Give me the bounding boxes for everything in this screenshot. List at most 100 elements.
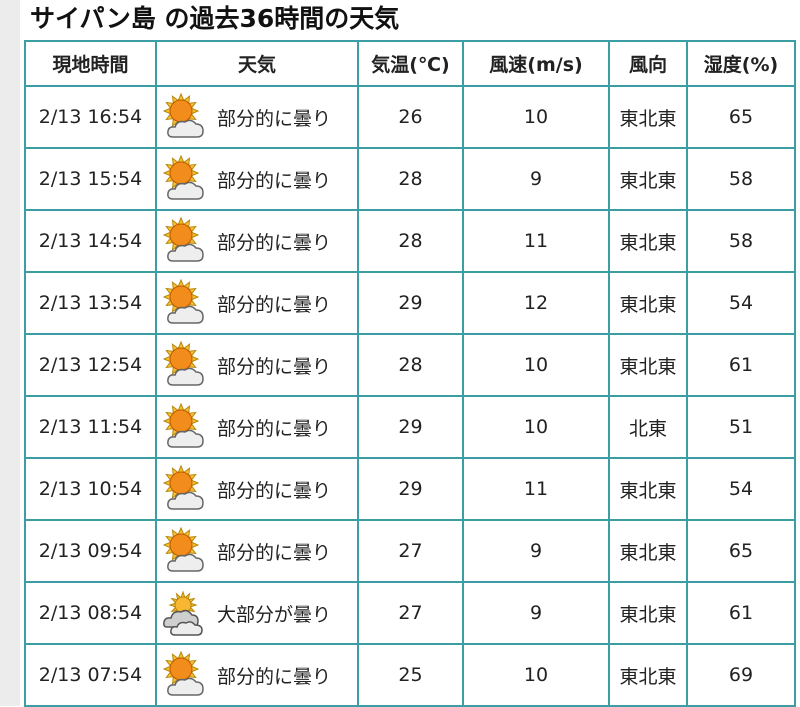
cell-time: 2/13 13:54 <box>24 271 157 335</box>
cell-temp: 28 <box>357 209 464 273</box>
cell-weather: 部分的に曇り <box>155 147 359 211</box>
weather-label: 部分的に曇り <box>217 479 332 502</box>
cell-wind-direction: 東北東 <box>608 209 688 273</box>
table-row: 2/13 08:54 大部分が曇り 27 9 東北東 61 <box>24 581 796 645</box>
table-row: 2/13 14:54 部分的に曇り 28 11 東北東 58 <box>24 209 796 273</box>
page-title: サイパン島 の過去36時間の天気 <box>30 4 400 33</box>
cell-wind-speed: 9 <box>462 147 610 211</box>
weather-label: 部分的に曇り <box>217 231 332 254</box>
cell-weather: 部分的に曇り <box>155 85 359 149</box>
weather-label: 部分的に曇り <box>217 355 332 378</box>
weather-table: 現地時間 天気 気温(℃) 風速(m/s) 風向 湿度(%) 2/13 16:5… <box>24 40 796 707</box>
cell-humidity: 61 <box>686 581 796 645</box>
cell-humidity: 65 <box>686 85 796 149</box>
cell-weather: 部分的に曇り <box>155 209 359 273</box>
cell-time: 2/13 08:54 <box>24 581 157 645</box>
cell-wind-direction: 東北東 <box>608 333 688 397</box>
cell-wind-direction: 東北東 <box>608 271 688 335</box>
cell-wind-direction: 東北東 <box>608 581 688 645</box>
table-row: 2/13 12:54 部分的に曇り 28 10 東北東 61 <box>24 333 796 397</box>
cell-wind-speed: 12 <box>462 271 610 335</box>
partly-cloudy-icon <box>161 526 209 575</box>
cell-wind-direction: 東北東 <box>608 643 688 707</box>
cell-wind-direction: 東北東 <box>608 85 688 149</box>
cell-wind-direction: 北東 <box>608 395 688 459</box>
cell-time: 2/13 09:54 <box>24 519 157 583</box>
cell-temp: 27 <box>357 581 464 645</box>
cell-time: 2/13 12:54 <box>24 333 157 397</box>
cell-time: 2/13 11:54 <box>24 395 157 459</box>
header-weather: 天気 <box>155 40 359 87</box>
cell-time: 2/13 07:54 <box>24 643 157 707</box>
table-row: 2/13 09:54 部分的に曇り 27 9 東北東 65 <box>24 519 796 583</box>
cell-humidity: 58 <box>686 147 796 211</box>
cell-wind-speed: 9 <box>462 581 610 645</box>
cell-temp: 28 <box>357 333 464 397</box>
cell-wind-speed: 11 <box>462 457 610 521</box>
cell-temp: 28 <box>357 147 464 211</box>
cell-time: 2/13 15:54 <box>24 147 157 211</box>
cell-weather: 大部分が曇り <box>155 581 359 645</box>
cell-humidity: 69 <box>686 643 796 707</box>
header-wind-direction: 風向 <box>608 40 688 87</box>
cell-temp: 29 <box>357 271 464 335</box>
cell-wind-direction: 東北東 <box>608 147 688 211</box>
cell-weather: 部分的に曇り <box>155 643 359 707</box>
cell-humidity: 61 <box>686 333 796 397</box>
header-wind-speed: 風速(m/s) <box>462 40 610 87</box>
cell-time: 2/13 14:54 <box>24 209 157 273</box>
weather-label: 部分的に曇り <box>217 107 332 130</box>
cell-wind-speed: 10 <box>462 85 610 149</box>
cell-wind-speed: 9 <box>462 519 610 583</box>
table-row: 2/13 13:54 部分的に曇り 29 12 東北東 54 <box>24 271 796 335</box>
cell-weather: 部分的に曇り <box>155 395 359 459</box>
cell-time: 2/13 16:54 <box>24 85 157 149</box>
cell-temp: 29 <box>357 395 464 459</box>
cell-temp: 27 <box>357 519 464 583</box>
partly-cloudy-icon <box>161 464 209 513</box>
partly-cloudy-icon <box>161 650 209 699</box>
mostly-cloudy-icon <box>161 589 209 637</box>
partly-cloudy-icon <box>161 216 209 265</box>
table-row: 2/13 15:54 部分的に曇り 28 9 東北東 58 <box>24 147 796 211</box>
weather-label: 部分的に曇り <box>217 541 332 564</box>
cell-wind-direction: 東北東 <box>608 457 688 521</box>
cell-wind-direction: 東北東 <box>608 519 688 583</box>
cell-weather: 部分的に曇り <box>155 457 359 521</box>
partly-cloudy-icon <box>161 278 209 327</box>
weather-label: 部分的に曇り <box>217 417 332 440</box>
table-row: 2/13 11:54 部分的に曇り 29 10 北東 51 <box>24 395 796 459</box>
table-row: 2/13 07:54 部分的に曇り 25 10 東北東 69 <box>24 643 796 707</box>
partly-cloudy-icon <box>161 340 209 389</box>
cell-humidity: 54 <box>686 271 796 335</box>
cell-time: 2/13 10:54 <box>24 457 157 521</box>
cell-wind-speed: 10 <box>462 395 610 459</box>
cell-wind-speed: 11 <box>462 209 610 273</box>
left-margin <box>0 0 20 706</box>
weather-label: 大部分が曇り <box>217 603 332 626</box>
cell-temp: 29 <box>357 457 464 521</box>
cell-humidity: 51 <box>686 395 796 459</box>
cell-weather: 部分的に曇り <box>155 519 359 583</box>
weather-label: 部分的に曇り <box>217 293 332 316</box>
cell-wind-speed: 10 <box>462 643 610 707</box>
weather-label: 部分的に曇り <box>217 665 332 688</box>
cell-wind-speed: 10 <box>462 333 610 397</box>
header-temp: 気温(℃) <box>357 40 464 87</box>
cell-weather: 部分的に曇り <box>155 333 359 397</box>
header-time: 現地時間 <box>24 40 157 87</box>
cell-weather: 部分的に曇り <box>155 271 359 335</box>
header-row: 現地時間 天気 気温(℃) 風速(m/s) 風向 湿度(%) <box>24 40 796 87</box>
partly-cloudy-icon <box>161 154 209 203</box>
cell-humidity: 58 <box>686 209 796 273</box>
cell-humidity: 65 <box>686 519 796 583</box>
weather-label: 部分的に曇り <box>217 169 332 192</box>
header-humidity: 湿度(%) <box>686 40 796 87</box>
cell-temp: 26 <box>357 85 464 149</box>
partly-cloudy-icon <box>161 92 209 141</box>
cell-temp: 25 <box>357 643 464 707</box>
table-row: 2/13 16:54 部分的に曇り 26 10 東北東 65 <box>24 85 796 149</box>
partly-cloudy-icon <box>161 402 209 451</box>
table-row: 2/13 10:54 部分的に曇り 29 11 東北東 54 <box>24 457 796 521</box>
cell-humidity: 54 <box>686 457 796 521</box>
